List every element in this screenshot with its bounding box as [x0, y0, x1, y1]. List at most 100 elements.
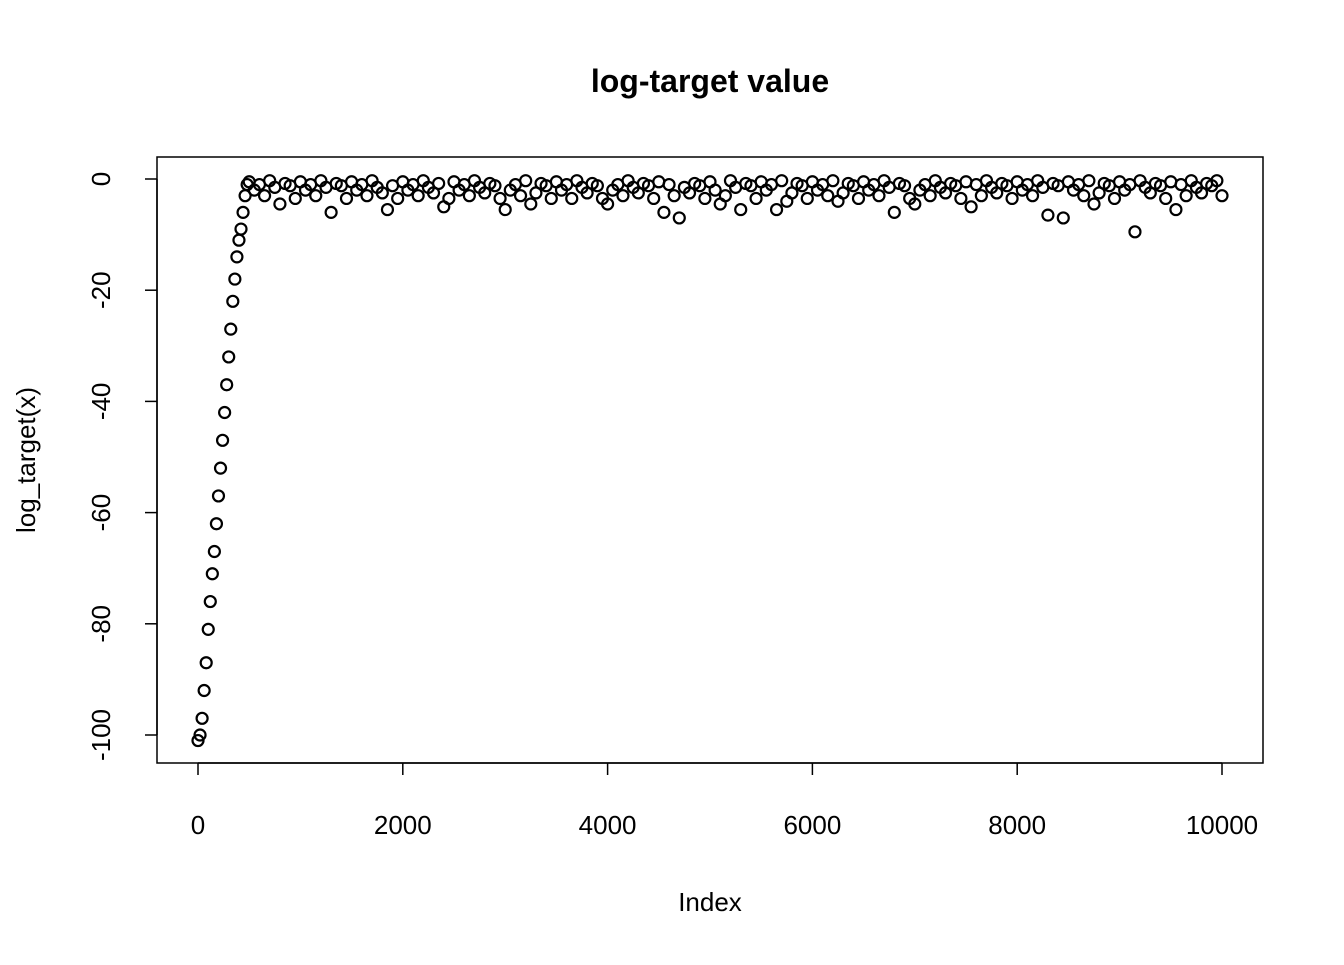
data-point — [565, 191, 579, 206]
data-point — [616, 189, 630, 203]
data-point — [205, 567, 219, 581]
data-point — [218, 405, 232, 420]
data-point — [954, 191, 968, 206]
data-point — [590, 179, 604, 193]
data-point — [380, 202, 395, 217]
data-point — [228, 272, 242, 286]
data-point — [647, 191, 661, 206]
data-point — [339, 191, 354, 206]
data-point — [708, 183, 722, 197]
data-point — [215, 433, 230, 447]
x-tick-label: 10000 — [1186, 810, 1258, 840]
data-point — [826, 174, 840, 188]
x-tick-label: 2000 — [374, 810, 432, 840]
data-point — [1005, 191, 1019, 206]
data-point — [201, 622, 215, 636]
y-tick-label: 0 — [86, 172, 116, 186]
data-point — [462, 189, 476, 203]
plot-frame — [156, 156, 1264, 764]
data-point — [195, 711, 209, 725]
data-point — [923, 189, 937, 203]
data-point — [442, 191, 456, 206]
data-point — [1056, 211, 1070, 225]
chart-title: log-target value — [591, 63, 829, 99]
x-tick-label: 0 — [191, 810, 205, 840]
data-point — [775, 174, 789, 188]
data-point — [662, 177, 676, 192]
data-point — [698, 191, 712, 206]
data-point — [974, 189, 988, 203]
data-point — [273, 197, 287, 211]
y-tick-label: -60 — [86, 494, 116, 532]
data-point — [193, 728, 207, 742]
data-point — [288, 191, 302, 206]
data-point — [519, 174, 533, 188]
data-point — [908, 197, 922, 211]
data-points — [191, 174, 1229, 748]
data-point — [1077, 189, 1091, 203]
data-point — [211, 489, 226, 503]
data-point — [1179, 189, 1193, 203]
y-tick-label: -40 — [86, 383, 116, 421]
data-point — [220, 378, 234, 392]
data-point — [1025, 189, 1040, 203]
data-point — [197, 683, 211, 698]
data-point — [213, 461, 228, 475]
data-point — [749, 191, 763, 206]
data-point — [887, 205, 901, 219]
data-point — [718, 189, 732, 203]
data-point — [199, 656, 213, 670]
data-point — [897, 179, 912, 193]
data-point — [375, 186, 389, 200]
data-point — [498, 202, 512, 217]
data-point — [1169, 202, 1183, 217]
data-point — [964, 200, 978, 214]
x-axis: 0 2000 4000 6000 8000 10000 — [191, 762, 1258, 840]
x-tick-label: 6000 — [783, 810, 841, 840]
data-point — [226, 294, 240, 308]
data-point — [667, 189, 681, 203]
data-point — [1041, 208, 1055, 222]
data-point — [207, 544, 221, 559]
x-tick-label: 4000 — [579, 810, 637, 840]
data-point — [513, 189, 528, 203]
data-point — [493, 191, 507, 206]
data-point — [230, 250, 244, 264]
data-point — [236, 205, 250, 219]
x-tick-label: 8000 — [988, 810, 1046, 840]
data-point — [234, 222, 248, 236]
data-point — [1087, 197, 1101, 211]
y-axis-label: log_target(x) — [11, 387, 41, 533]
data-point — [672, 211, 686, 225]
data-point — [524, 197, 538, 211]
data-point — [872, 189, 886, 203]
y-tick-label: -100 — [86, 709, 116, 761]
data-point — [309, 189, 323, 203]
data-point — [324, 205, 338, 219]
x-axis-label: Index — [678, 887, 742, 917]
data-point — [821, 189, 835, 203]
data-point — [544, 191, 558, 206]
data-point — [1215, 189, 1229, 203]
data-point — [224, 322, 238, 336]
data-point — [488, 179, 502, 193]
data-point — [360, 189, 374, 203]
data-point — [600, 197, 615, 211]
y-tick-label: -80 — [86, 605, 116, 643]
data-point — [734, 202, 748, 217]
data-point — [1082, 174, 1096, 188]
data-point — [391, 191, 405, 206]
data-point — [1107, 191, 1122, 206]
data-point — [851, 191, 866, 206]
data-point — [432, 176, 446, 191]
data-point — [800, 191, 814, 206]
data-point — [769, 202, 784, 217]
data-point — [1210, 174, 1224, 188]
data-point — [1159, 191, 1173, 206]
data-point — [257, 189, 272, 203]
y-axis: 0 -20 -40 -60 -80 -100 — [86, 172, 158, 761]
data-point — [232, 233, 246, 247]
data-point — [222, 350, 236, 364]
data-point — [657, 205, 671, 219]
